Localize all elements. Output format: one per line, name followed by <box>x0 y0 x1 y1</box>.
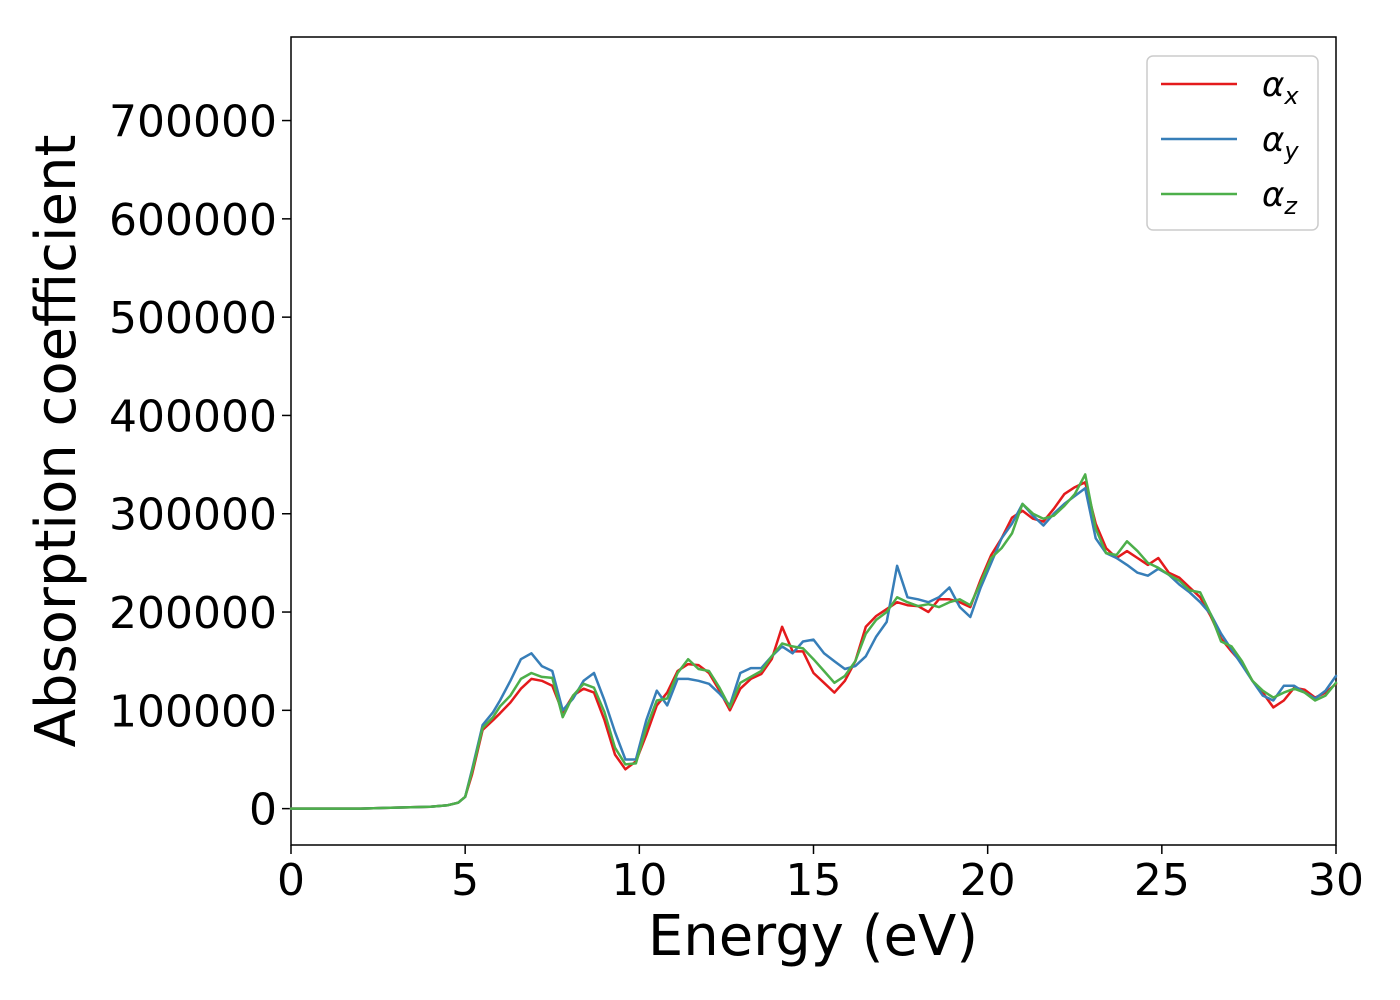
x-tick-label: 20 <box>960 855 1016 906</box>
x-tick-label: 15 <box>786 855 842 906</box>
series-line-z <box>289 473 1338 810</box>
legend-label-sub: x <box>1283 82 1299 110</box>
legend-label-main: α <box>1262 175 1284 215</box>
y-tick-label: 600000 <box>109 195 277 246</box>
legend-label: αy <box>1262 120 1299 165</box>
x-tick-label: 30 <box>1308 855 1364 906</box>
x-tick-label: 0 <box>277 855 305 906</box>
y-tick-label: 200000 <box>109 588 277 639</box>
legend-label-main: α <box>1262 120 1284 160</box>
y-axis-ticks: 0 100000 200000 300000 400000 500000 600000 700… <box>109 97 291 836</box>
legend-box <box>1146 55 1319 231</box>
y-tick-label: 0 <box>249 785 277 836</box>
y-tick-label: 500000 <box>109 293 277 344</box>
y-axis-title: Absorption coefficient <box>24 135 89 748</box>
x-axis-title: Energy (eV) <box>648 904 978 969</box>
x-axis-ticks: 0 5 10 15 20 25 30 <box>277 845 1364 906</box>
series-line-y <box>289 486 1338 810</box>
y-tick-label: 700000 <box>109 97 277 148</box>
legend-label-main: α <box>1262 65 1284 105</box>
x-tick-label: 25 <box>1134 855 1190 906</box>
legend-label-sub: z <box>1283 192 1298 220</box>
y-tick-label: 300000 <box>109 490 277 541</box>
legend-label: αx <box>1262 65 1299 110</box>
x-tick-label: 10 <box>611 855 667 906</box>
series-lines <box>289 473 1338 810</box>
y-tick-label: 100000 <box>109 686 277 737</box>
legend-label: αz <box>1262 175 1298 220</box>
x-tick-label: 5 <box>451 855 479 906</box>
legend-label-sub: y <box>1283 137 1299 165</box>
y-tick-label: 400000 <box>109 391 277 442</box>
